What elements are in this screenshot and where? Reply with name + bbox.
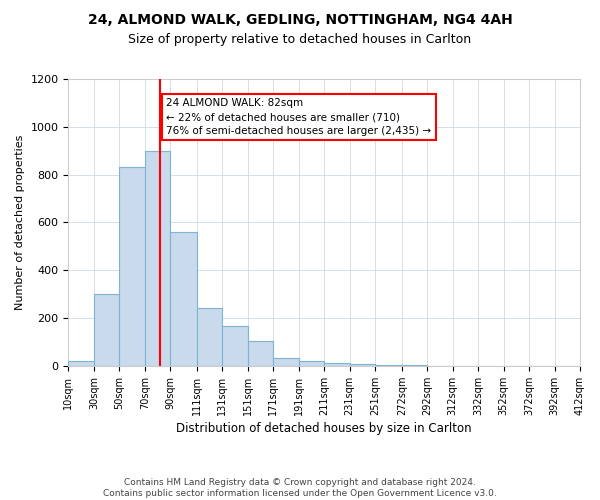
Bar	[350, 364, 375, 366]
X-axis label: Distribution of detached houses by size in Carlton: Distribution of detached houses by size …	[176, 422, 472, 435]
Bar	[145, 150, 170, 366]
Bar	[375, 364, 402, 366]
Text: 24, ALMOND WALK, GEDLING, NOTTINGHAM, NG4 4AH: 24, ALMOND WALK, GEDLING, NOTTINGHAM, NG…	[88, 12, 512, 26]
Bar	[324, 364, 350, 366]
Bar	[299, 361, 324, 366]
Bar	[248, 340, 273, 366]
Bar	[223, 326, 248, 366]
Y-axis label: Number of detached properties: Number of detached properties	[15, 134, 25, 310]
Bar	[273, 358, 299, 366]
Bar	[197, 308, 223, 366]
Bar	[68, 361, 94, 366]
Bar	[402, 365, 427, 366]
Text: Size of property relative to detached houses in Carlton: Size of property relative to detached ho…	[128, 32, 472, 46]
Bar	[119, 168, 145, 366]
Bar	[94, 294, 119, 366]
Text: Contains HM Land Registry data © Crown copyright and database right 2024.
Contai: Contains HM Land Registry data © Crown c…	[103, 478, 497, 498]
Text: 24 ALMOND WALK: 82sqm
← 22% of detached houses are smaller (710)
76% of semi-det: 24 ALMOND WALK: 82sqm ← 22% of detached …	[166, 98, 431, 136]
Bar	[170, 232, 197, 366]
